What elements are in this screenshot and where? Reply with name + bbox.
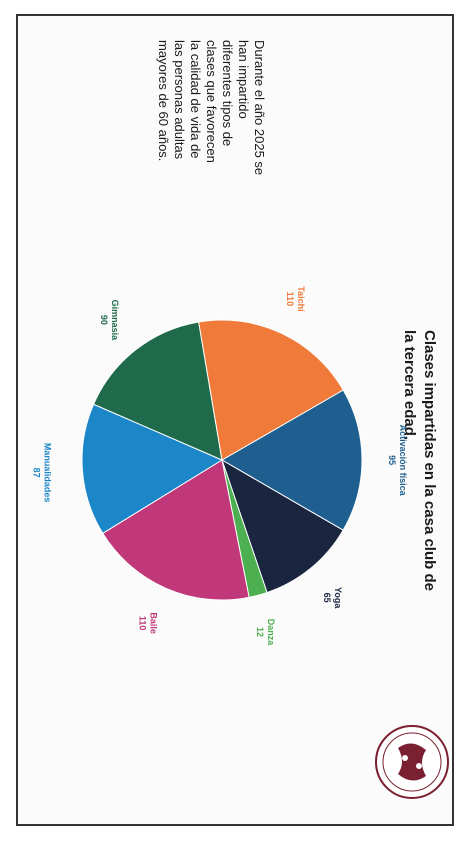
chart-description: Durante el año 2025 se han impartido dif… [156, 40, 267, 179]
pie-slices [81, 319, 363, 601]
slice-label-name: Yoga [333, 587, 343, 609]
pie-slice-5 [92, 321, 223, 461]
description-line-6: las personas adultas [172, 40, 187, 160]
slice-label-value: 65 [322, 593, 332, 603]
slice-label-name: Manualidades [42, 443, 52, 503]
pie-slice-4 [81, 403, 224, 535]
description-line-4: clases que favorecen [204, 40, 219, 163]
title-line-2: la tercera edad. [401, 330, 418, 440]
slice-label-value: 110 [285, 292, 295, 307]
description-line-2: han impartido [236, 40, 251, 119]
slice-label-value: 12 [255, 627, 265, 637]
pie-slice-6 [198, 319, 344, 461]
description-line-1: Durante el año 2025 se [252, 40, 267, 175]
logo-seal [375, 725, 449, 799]
pie-slice-1 [221, 458, 344, 594]
description-line-3: diferentes tipos de [220, 40, 235, 146]
pie-labels: Activación física95Yoga65Danza12Baile110… [31, 286, 408, 646]
chart-title: Clases impartidas en la casa club de la … [401, 330, 438, 595]
slice-label-name: Baile [149, 612, 159, 634]
slice-label-value: 110 [138, 616, 148, 631]
slice-label-name: Taichí [296, 286, 306, 312]
slice-label-value: 87 [31, 468, 41, 478]
slice-label-name: Activación física [398, 425, 408, 497]
description-line-7: mayores de 60 años. [156, 40, 171, 161]
slice-label-name: Gimnasia [110, 300, 120, 342]
slice-label-value: 90 [99, 315, 109, 325]
description-line-5: la calidad de vida de [188, 40, 203, 159]
pie-slice-3 [102, 459, 250, 601]
slice-label-value: 95 [387, 455, 397, 465]
pie-slice-0 [221, 389, 363, 531]
title-line-1: Clases impartidas en la casa club de [421, 330, 438, 591]
slice-label-name: Danza [266, 619, 276, 647]
